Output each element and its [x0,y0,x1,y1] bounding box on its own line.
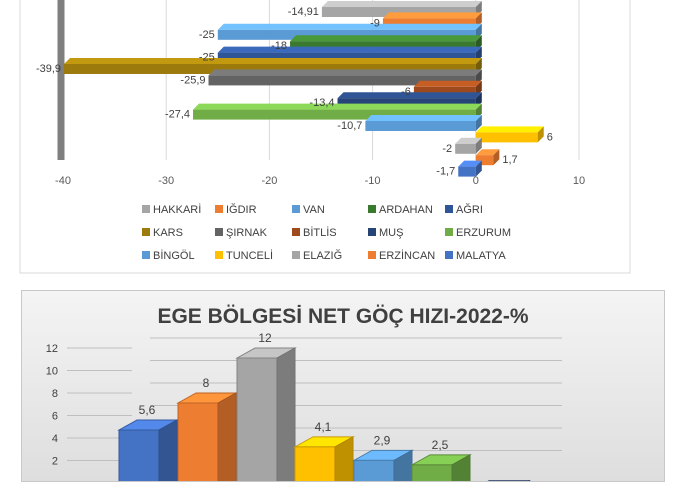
data-label: 2,5 [432,438,449,452]
east-region-net-migration-chart: -14,91 -9 -25 -18 -25 -39,9 -25,9 -6 -13,4 -27,4 -… [0,0,690,280]
data-label: 1,7 [502,154,517,166]
y-tick-label: 12 [46,343,58,355]
data-label: -2 [442,143,452,155]
legend-swatch [445,205,453,213]
data-label: 5,6 [139,403,156,417]
bar-top [290,35,482,41]
legend-swatch [368,228,376,236]
x-tick-label: -20 [261,175,277,187]
y-tick-label: 2 [52,456,58,468]
bar-top [365,115,481,121]
bar-side [218,393,236,481]
legend-swatch [215,205,223,213]
y-tick-label: 10 [46,366,58,378]
legend-entry: BİNGÖL [153,249,195,262]
legend-entry: HAKKARİ [153,203,201,216]
legend-entry: MUŞ [379,227,403,239]
y-tick-label: 8 [52,388,58,400]
bar [412,465,452,481]
legend-swatch [142,228,150,236]
legend-swatch [142,251,150,259]
legend-swatch [368,205,376,213]
bar-side [159,420,177,481]
bar-top [414,81,482,87]
data-label: -1,7 [436,166,455,178]
x-tick-label: -10 [365,175,381,187]
bar-top [383,12,482,18]
bar [295,447,335,481]
data-label: 8 [203,376,210,390]
legend-entry: ERZURUM [456,227,511,239]
data-label: -10,7 [337,120,362,132]
bar-top [218,47,482,53]
chart-title: EGE BÖLGESİ NET GÖÇ HIZI-2022-% [157,305,528,328]
data-label: -18 [271,40,287,52]
bar-top [476,126,544,132]
legend-swatch [215,228,223,236]
legend-entry: ELAZIĞ [303,249,342,262]
bar [365,121,475,131]
data-label: -39,9 [36,63,61,75]
data-label: 4,1 [315,420,332,434]
legend-entry: TUNCELİ [226,249,273,262]
aegean-net-migration-chart: EGE BÖLGESİ NET GÖÇ HIZI-2022-% 2 4 6 8 10 12… [22,291,664,481]
data-label: -27,4 [165,109,190,121]
data-label: -6 [401,86,411,98]
y-tick-label: 6 [52,411,58,423]
legend-entry: AĞRI [456,203,483,216]
legend-swatch [445,251,453,259]
legend-entry: BİTLİS [303,226,337,239]
bar-side [277,348,295,481]
bar-top [193,104,482,110]
data-label: -25,9 [180,74,205,86]
aegean-chart-panel: EGE BÖLGESİ NET GÖÇ HIZI-2022-% 2 4 6 8 10 12… [21,290,665,482]
legend-swatch [215,251,223,259]
data-label: -14,91 [288,6,319,18]
legend-entry: VAN [303,204,325,216]
legend-swatch [142,205,150,213]
y-tick-label: 4 [52,433,58,445]
legend-swatch [368,251,376,259]
legend-swatch [292,205,300,213]
data-label: 2,9 [374,433,391,447]
x-tick-label: -40 [55,175,71,187]
data-label: 6 [547,131,553,143]
legend-entry: ŞIRNAK [226,227,268,239]
data-label: -9 [370,17,380,29]
data-label: -25 [199,52,215,64]
legend-swatch [292,251,300,259]
data-label: -25 [199,29,215,41]
bar-top [218,24,482,30]
legend-swatch [445,228,453,236]
legend-entry: KARS [153,227,183,239]
bar-top [64,58,482,64]
x-tick-label: -30 [158,175,174,187]
legend-entry: IĞDIR [226,203,257,216]
bar [178,403,218,481]
data-label: 12 [258,331,272,345]
bar [455,144,476,154]
bar [119,430,159,481]
data-label: -13,4 [309,97,334,109]
legend-swatch [292,228,300,236]
bar-top [322,1,482,7]
legend-entry: ERZİNCAN [379,249,435,262]
legend-entry: ARDAHAN [379,204,433,216]
bar [237,358,277,481]
bar-top [209,69,482,75]
legend-entry: MALATYA [456,250,506,262]
x-tick-label: 0 [473,175,479,187]
x-tick-label: 10 [573,175,585,187]
bar [476,132,538,142]
bar [354,460,394,481]
